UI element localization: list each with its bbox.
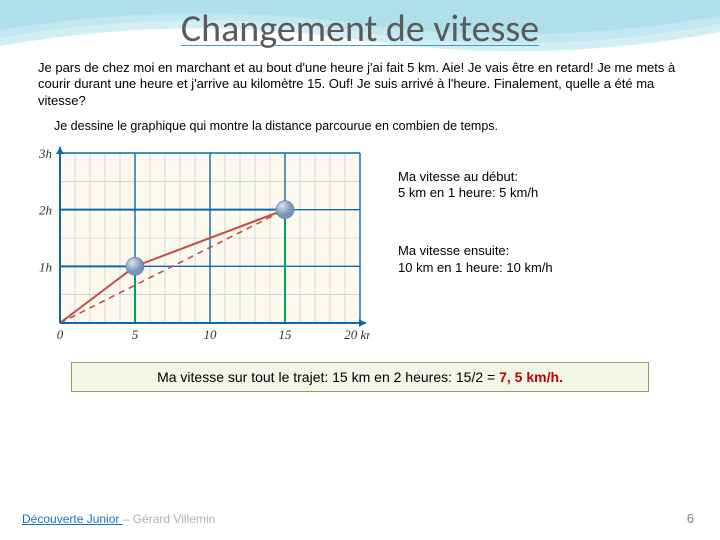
note-line: 10 km en 1 heure: 10 km/h xyxy=(398,260,553,275)
distance-time-chart: 0 5 10 15 20 km 1h 2h 3h xyxy=(20,143,390,348)
svg-text:5: 5 xyxy=(132,327,139,342)
page-number: 6 xyxy=(687,511,694,526)
problem-text: Je pars de chez moi en marchant et au bo… xyxy=(38,60,682,109)
instruction-text: Je dessine le graphique qui montre la di… xyxy=(54,119,682,133)
footer-separator: – xyxy=(123,512,133,526)
svg-text:15: 15 xyxy=(279,327,293,342)
svg-text:10: 10 xyxy=(204,327,218,342)
footer-credit: Découverte Junior – Gérard Villemin xyxy=(22,512,215,526)
speed-note-second: Ma vitesse ensuite: 10 km en 1 heure: 10… xyxy=(398,243,720,276)
note-line: Ma vitesse au début: xyxy=(398,169,518,184)
result-prefix: Ma vitesse sur tout le trajet: 15 km en … xyxy=(157,369,499,385)
result-value: 7, 5 km/h. xyxy=(499,369,563,385)
svg-text:2h: 2h xyxy=(39,202,52,217)
speed-note-initial: Ma vitesse au début: 5 km en 1 heure: 5 … xyxy=(398,169,720,202)
average-speed-result: Ma vitesse sur tout le trajet: 15 km en … xyxy=(71,362,649,392)
page-title: Changement de vitesse xyxy=(0,0,720,52)
svg-text:20 km: 20 km xyxy=(344,327,370,342)
note-line: Ma vitesse ensuite: xyxy=(398,243,509,258)
footer-link[interactable]: Découverte Junior xyxy=(22,512,123,526)
svg-text:3h: 3h xyxy=(38,146,52,161)
note-line: 5 km en 1 heure: 5 km/h xyxy=(398,185,538,200)
svg-text:0: 0 xyxy=(57,327,64,342)
svg-text:1h: 1h xyxy=(39,259,52,274)
footer-author: Gérard Villemin xyxy=(133,512,215,526)
